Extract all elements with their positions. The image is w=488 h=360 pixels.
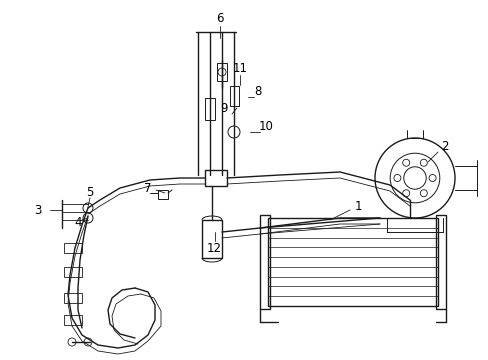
Circle shape — [428, 175, 435, 181]
Text: 9: 9 — [220, 102, 227, 114]
Circle shape — [227, 126, 240, 138]
Circle shape — [83, 203, 93, 213]
Text: 5: 5 — [86, 185, 94, 198]
Bar — [158, 190, 168, 199]
Bar — [435, 215, 445, 309]
Bar — [204, 170, 226, 186]
Bar — [217, 63, 226, 81]
Text: 7: 7 — [144, 181, 151, 194]
Circle shape — [393, 175, 400, 181]
Text: 8: 8 — [254, 85, 261, 98]
Circle shape — [218, 68, 225, 76]
Circle shape — [402, 190, 409, 197]
Circle shape — [420, 190, 427, 197]
Bar — [229, 86, 239, 106]
Text: 4: 4 — [74, 216, 81, 229]
Text: 1: 1 — [353, 199, 361, 212]
Text: 12: 12 — [206, 242, 221, 255]
Circle shape — [68, 338, 76, 346]
Text: 2: 2 — [440, 140, 448, 153]
Bar — [267, 218, 437, 306]
Circle shape — [84, 338, 92, 346]
Bar — [202, 220, 222, 258]
Bar — [260, 215, 269, 309]
Text: 3: 3 — [34, 203, 41, 216]
Bar — [64, 315, 82, 325]
Circle shape — [420, 159, 427, 166]
Circle shape — [402, 159, 409, 166]
Text: 6: 6 — [216, 12, 224, 24]
Text: 10: 10 — [258, 120, 273, 132]
Bar — [64, 293, 82, 303]
Circle shape — [83, 213, 93, 223]
Text: 11: 11 — [232, 62, 247, 75]
Bar — [64, 267, 82, 277]
Bar — [204, 98, 215, 120]
Bar — [64, 243, 82, 253]
